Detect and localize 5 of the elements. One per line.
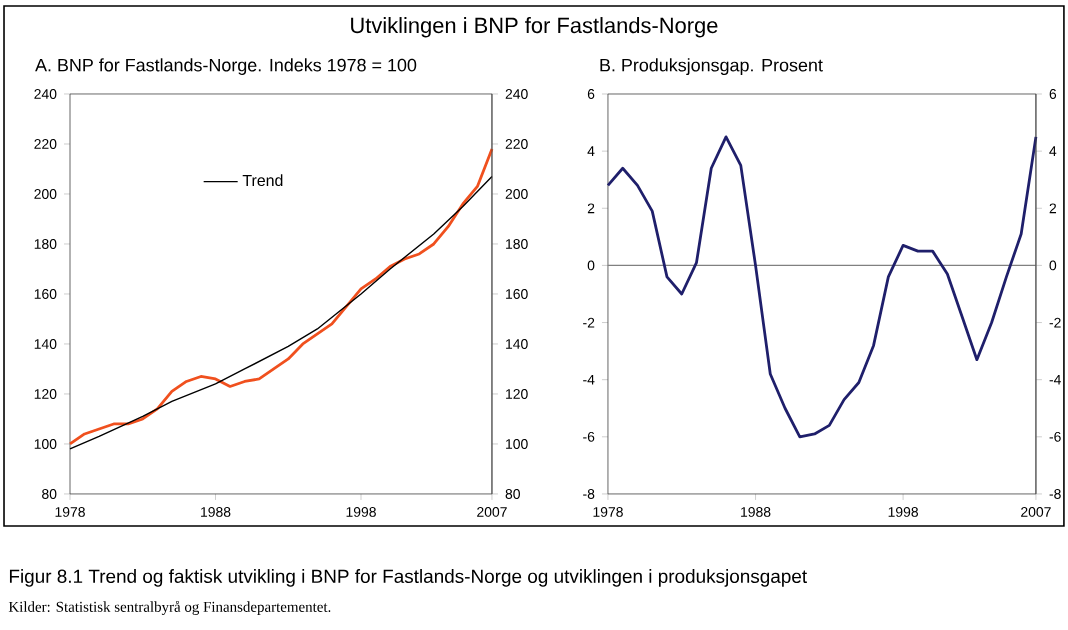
chart-title: A. BNP for Fastlands-Norge. Indeks 1978 = 100 bbox=[35, 58, 417, 76]
text: Figur 8.1 Trend og faktisk utvikling i BNP for Fastlands-Norge og utviklingen i produksjonsgapet bbox=[9, 569, 807, 587]
chart-title: B. Produksjonsgap. Prosent bbox=[600, 58, 823, 76]
text: Utviklingen i BNP for Fastlands-Norge bbox=[351, 17, 718, 38]
line-series bbox=[606, 135, 1038, 439]
